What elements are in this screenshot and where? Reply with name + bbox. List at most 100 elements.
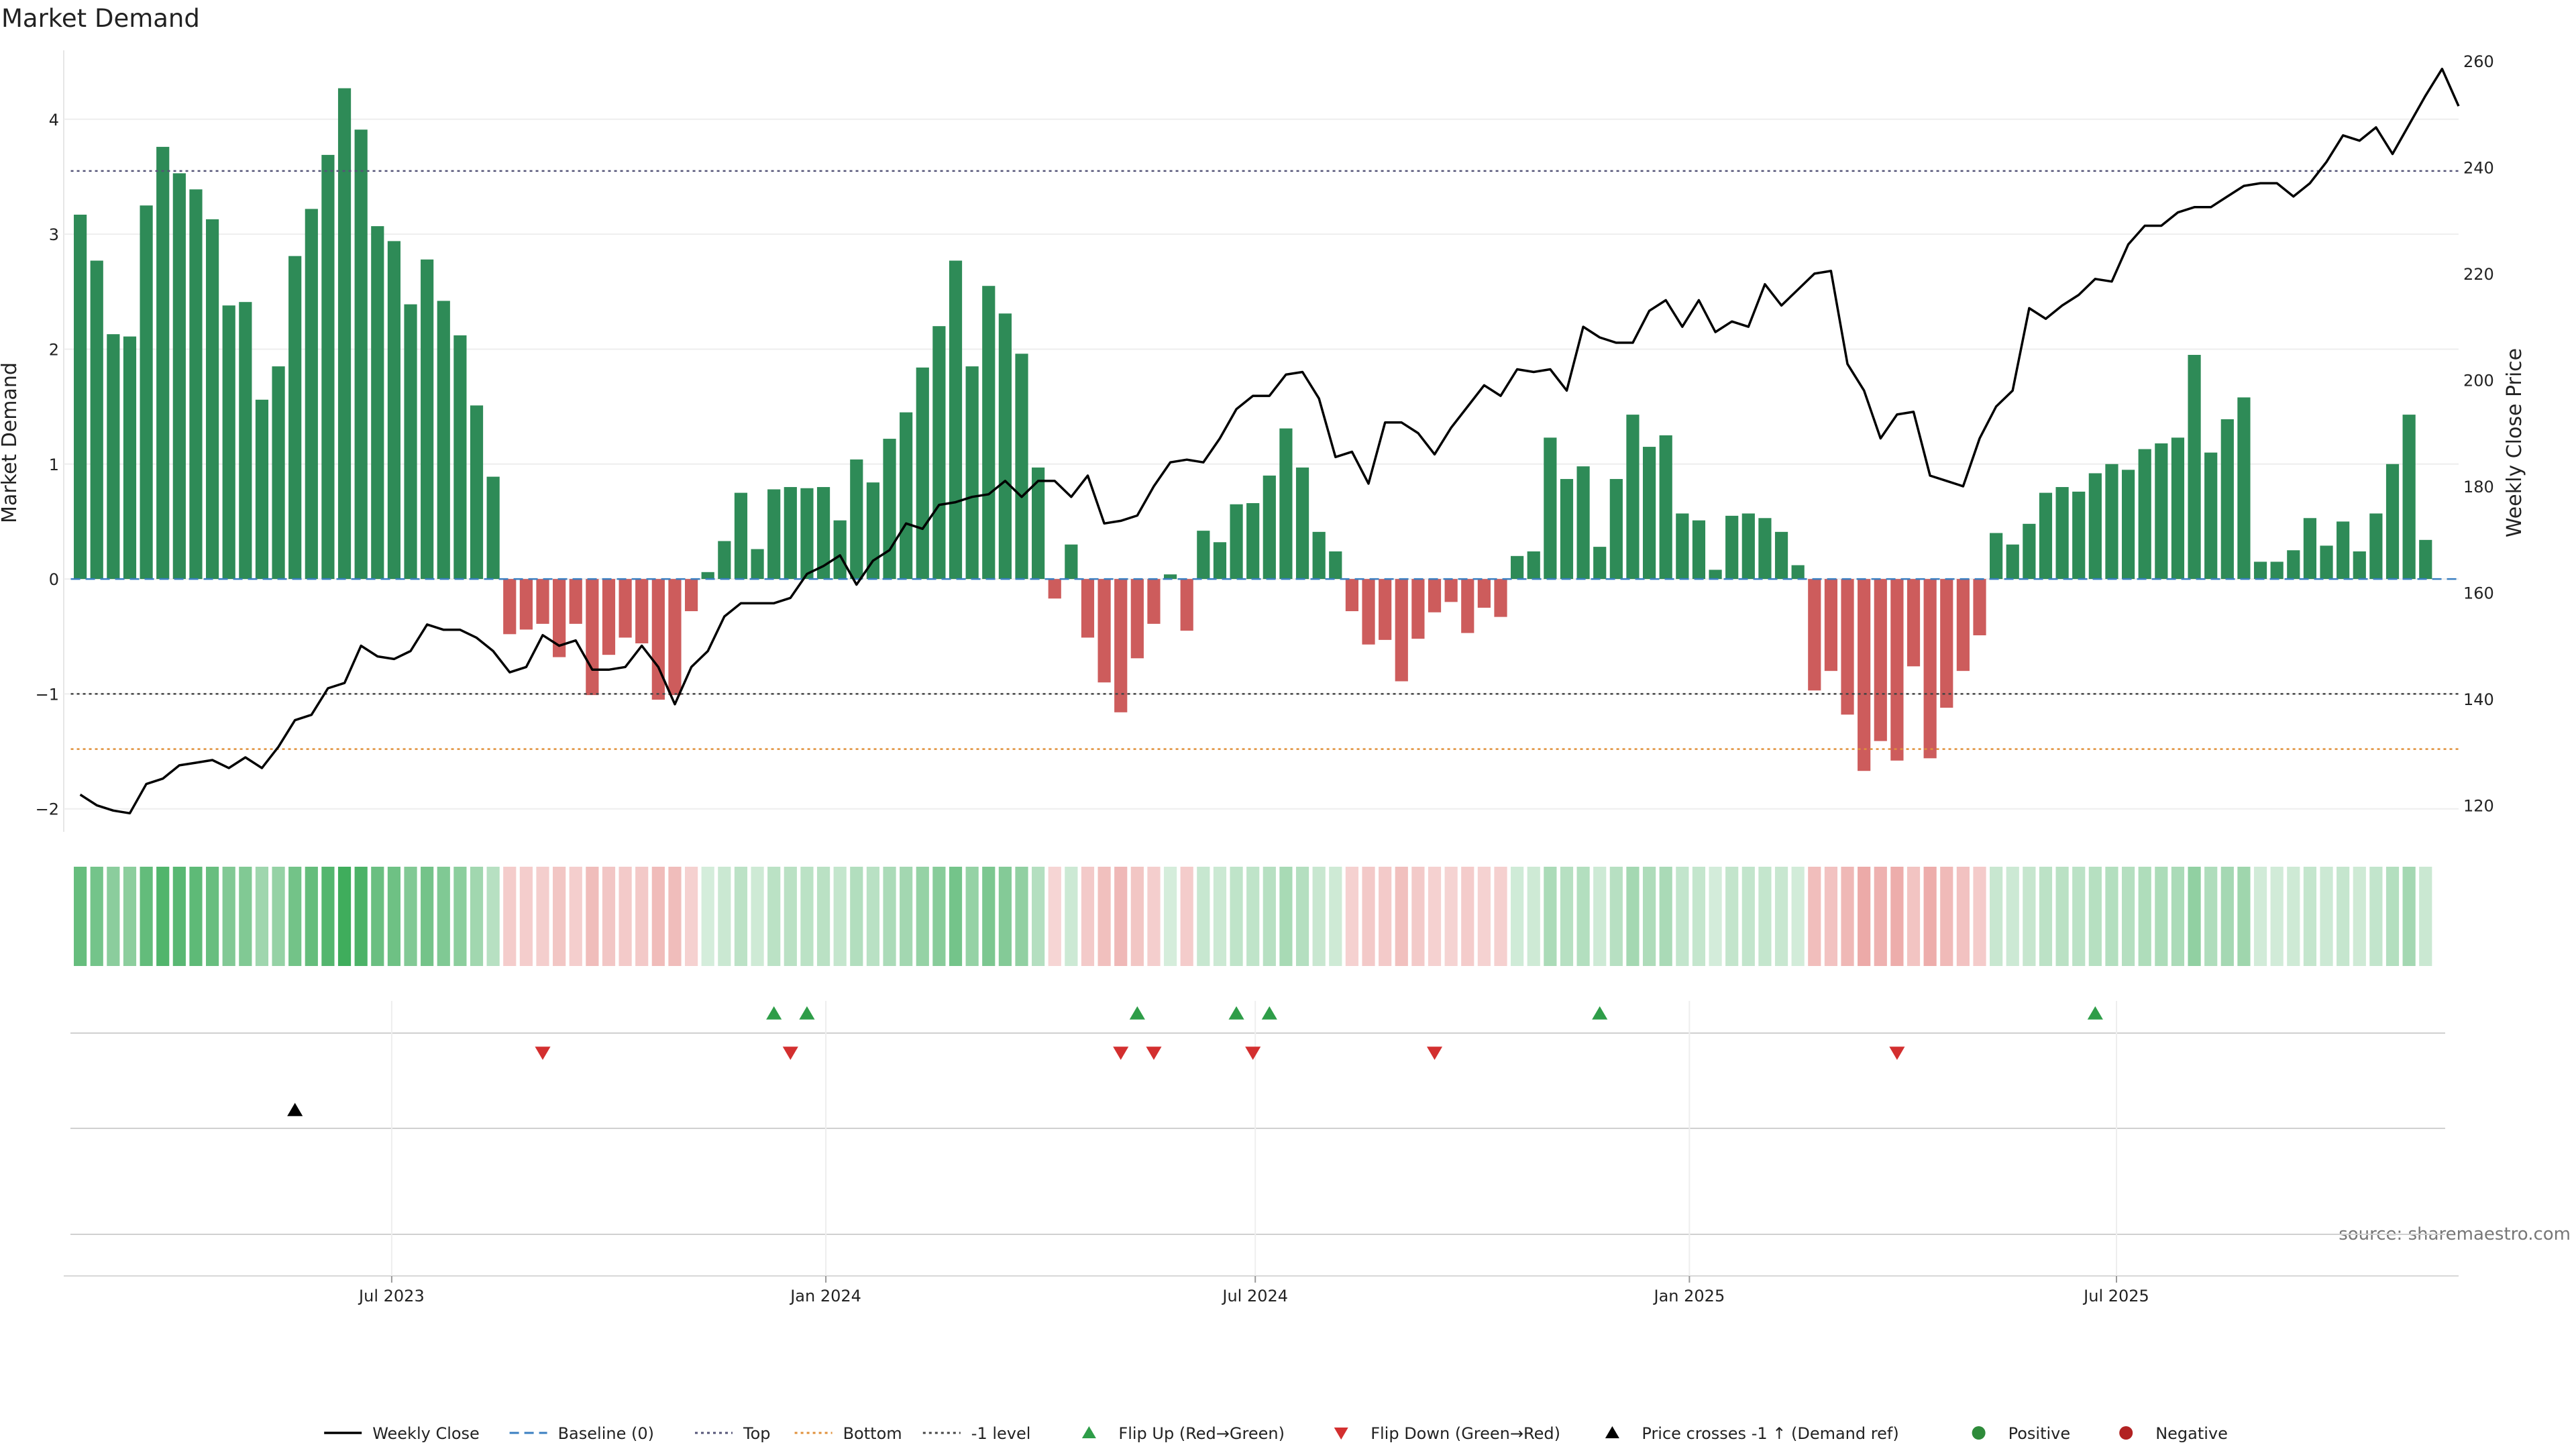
strip-cell (1130, 867, 1144, 966)
strip-cell (2171, 867, 2185, 966)
demand-bar (172, 173, 186, 580)
strip-cell (982, 867, 996, 966)
y2-tick-label: 240 (2463, 158, 2494, 177)
strip-cell (305, 867, 318, 966)
demand-bar (140, 205, 153, 580)
flip-down-marker (1146, 1046, 1162, 1060)
strip-cell (2105, 867, 2118, 966)
demand-bar (1527, 551, 1540, 580)
strip-cell (2072, 867, 2086, 966)
strip-cell (1395, 867, 1408, 966)
strip-cell (1626, 867, 1640, 966)
demand-bar (1362, 579, 1375, 645)
strip-cell (1477, 867, 1491, 966)
demand-bar (1560, 479, 1574, 580)
x-tick-label: Jul 2024 (1221, 1287, 1288, 1305)
strip-cell (619, 867, 632, 966)
strip-cell (123, 867, 137, 966)
demand-bar (1940, 579, 1953, 708)
strip-cell (800, 867, 814, 966)
demand-bar (1956, 579, 1970, 672)
demand-bar (2270, 561, 2284, 580)
price-cross-marker (287, 1103, 303, 1116)
demand-bar (1312, 531, 1326, 580)
demand-bar (189, 189, 203, 580)
demand-bar (833, 520, 847, 580)
demand-bar (1808, 579, 1821, 691)
demand-bar (1858, 579, 1871, 771)
demand-bar (982, 286, 996, 580)
demand-bar (718, 541, 731, 580)
demand-bar (222, 305, 235, 580)
strip-cell (1576, 867, 1590, 966)
strip-cell (387, 867, 401, 966)
strip-cell (1411, 867, 1425, 966)
demand-bar (107, 334, 120, 580)
demand-bar (619, 579, 632, 638)
strip-cell (1362, 867, 1375, 966)
strip-cell (1725, 867, 1739, 966)
legend: Weekly Close Baseline (0) Top Bottom -1 leve… (324, 1424, 2228, 1443)
demand-bar (2171, 437, 2185, 580)
demand-bar (1411, 579, 1425, 639)
demand-strip (74, 867, 2432, 966)
flip-up-marker (799, 1006, 815, 1020)
demand-bar (701, 572, 714, 580)
demand-bar (288, 256, 302, 580)
demand-bar (1593, 547, 1607, 580)
strip-cell (288, 867, 302, 966)
demand-bar (2072, 491, 2086, 580)
strip-cell (2419, 867, 2432, 966)
demand-bar (1246, 503, 1260, 580)
strip-cell (222, 867, 235, 966)
flip-down-marker (1113, 1046, 1129, 1060)
axis-ticks: −2 −1 0 1 2 3 4 120 140 160 180 200 220 240 260 Jul 202… (36, 52, 2494, 1305)
strip-cell (2402, 867, 2416, 966)
demand-bar (800, 488, 814, 580)
strip-cell (1808, 867, 1821, 966)
demand-bar (916, 367, 929, 580)
strip-cell (156, 867, 170, 966)
strip-cell (1147, 867, 1161, 966)
demand-bar (1973, 579, 1986, 636)
flip-up-marker (1592, 1006, 1608, 1020)
strip-cell (1642, 867, 1656, 966)
strip-cell (1841, 867, 1854, 966)
demand-bar (74, 214, 87, 580)
demand-bar (734, 492, 748, 580)
x-tick-label: Jan 2025 (1653, 1287, 1725, 1305)
flip-up-marker (1129, 1006, 1145, 1020)
strip-cell (1213, 867, 1227, 966)
demand-bar (767, 489, 781, 580)
demand-bar (2088, 473, 2102, 580)
strip-cell (1858, 867, 1871, 966)
demand-bar (337, 88, 352, 580)
legend-label: Bottom (843, 1424, 902, 1443)
y2-tick-label: 120 (2463, 796, 2494, 815)
flip-up-marker (1228, 1006, 1244, 1020)
flip-down-marker (1245, 1046, 1261, 1060)
legend-label: Price crosses -1 ↑ (Demand ref) (1642, 1424, 1898, 1443)
demand-bar (1065, 544, 1078, 580)
demand-bar (1329, 551, 1342, 580)
strip-cell (2303, 867, 2317, 966)
demand-bar (305, 209, 318, 580)
strip-cell (2287, 867, 2300, 966)
demand-bar (1725, 515, 1739, 580)
demand-bar (1428, 579, 1442, 612)
strip-cell (239, 867, 252, 966)
strip-cell (1609, 867, 1623, 966)
demand-bar (2204, 452, 2218, 580)
demand-bar (1379, 579, 1392, 640)
strip-cell (1973, 867, 1986, 966)
demand-bar (2419, 539, 2432, 580)
demand-bar (2353, 551, 2366, 580)
strip-cell (1295, 867, 1309, 966)
strip-cell (1940, 867, 1953, 966)
strip-cell (486, 867, 500, 966)
strip-cell (2006, 867, 2019, 966)
strip-cell (569, 867, 582, 966)
strip-cell (1097, 867, 1111, 966)
demand-bar (949, 260, 963, 580)
